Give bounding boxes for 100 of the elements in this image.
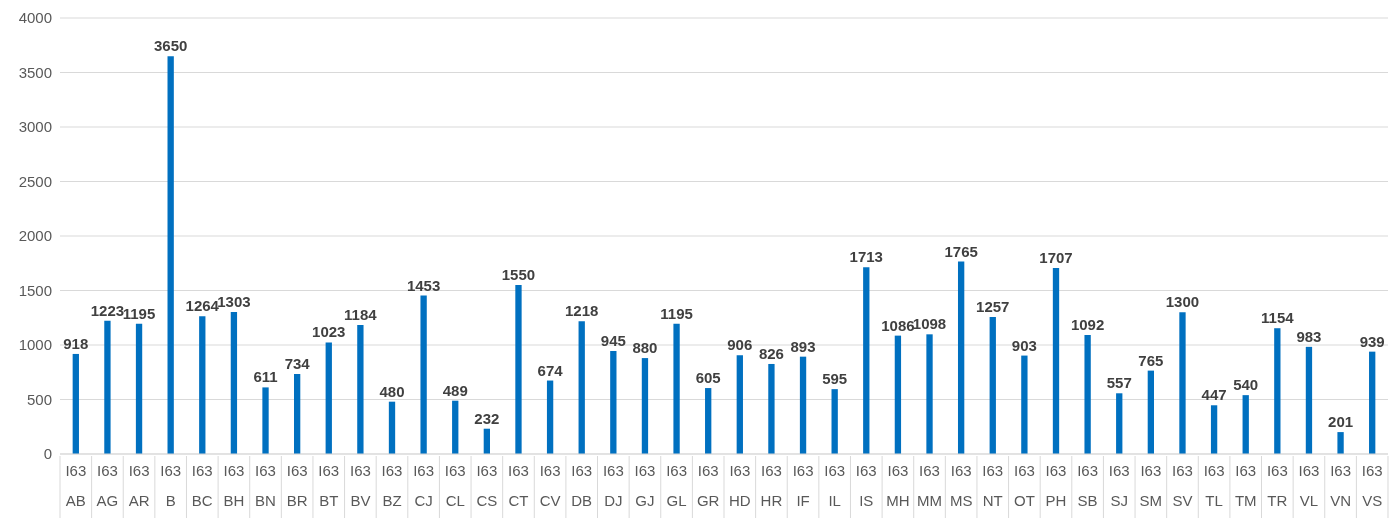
x-tick-label: I63 CT: [508, 462, 529, 509]
bar: [957, 261, 965, 454]
bar: [104, 320, 111, 454]
bar: [1337, 432, 1344, 454]
data-label: 765: [1138, 351, 1164, 369]
x-tick-label: I63 SM: [1139, 462, 1163, 509]
bar: [831, 389, 838, 454]
bar: [578, 321, 585, 454]
x-tick-label: I63 GJ: [634, 462, 656, 509]
bar: [1179, 312, 1186, 454]
y-tick-label: 500: [26, 390, 52, 408]
data-label: 1218: [565, 302, 599, 320]
bar: [1305, 346, 1313, 454]
bar: [72, 353, 79, 454]
bar: [1242, 395, 1249, 454]
y-tick-label: 4000: [18, 9, 52, 27]
x-tick-label: I63 BC: [191, 462, 213, 509]
x-tick-label: I63 MH: [886, 462, 910, 509]
bar: [135, 323, 143, 454]
data-label: 595: [822, 370, 848, 388]
data-label: 939: [1359, 332, 1385, 350]
bar: [1147, 370, 1155, 454]
x-tick-label: I63 BH: [223, 462, 245, 509]
data-label: 1086: [881, 316, 915, 334]
data-label: 201: [1328, 413, 1354, 431]
x-tick-label: I63 IS: [855, 462, 877, 509]
x-tick-label: I63 IF: [792, 462, 814, 509]
x-tick-label: I63 SB: [1077, 462, 1099, 509]
data-label: 903: [1011, 336, 1037, 354]
bar: [515, 285, 522, 454]
data-label: 918: [63, 334, 89, 352]
x-tick-label: I63 BR: [286, 462, 308, 509]
y-tick-label: 1500: [18, 281, 52, 299]
bar: [926, 334, 933, 454]
data-label: 1023: [312, 323, 346, 341]
x-tick-label: I63 AB: [65, 462, 87, 509]
x-tick-label: I63 MM: [917, 462, 943, 509]
x-tick-label: I63 CS: [476, 462, 498, 509]
bar: [673, 323, 680, 454]
x-tick-label: I63 B: [160, 462, 182, 509]
bar: [325, 342, 332, 454]
data-label: 1713: [849, 248, 883, 266]
data-label: 3650: [153, 37, 188, 55]
bar: [1084, 334, 1091, 454]
x-tick-label: I63 HR: [760, 462, 783, 509]
data-label: 1300: [1165, 293, 1200, 311]
x-tick-label: I63 TL: [1203, 462, 1225, 509]
data-label: 540: [1233, 376, 1259, 394]
y-tick-label: 3500: [18, 63, 52, 81]
data-label: 1707: [1039, 248, 1073, 266]
y-tick-label: 0: [43, 445, 52, 463]
bar: [262, 387, 269, 454]
y-tick-label: 2500: [18, 172, 52, 190]
x-tick-label: I63 MS: [949, 462, 973, 509]
x-tick-label: I63 VL: [1298, 462, 1320, 509]
x-tick-label: I63 NT: [982, 462, 1004, 509]
y-tick-label: 1000: [18, 336, 52, 354]
x-tick-label: I63 SV: [1172, 462, 1193, 509]
bar: [420, 295, 427, 454]
data-label: 983: [1296, 327, 1322, 345]
x-tick-label: I63 CV: [539, 462, 561, 509]
x-tick-label: I63 GR: [696, 462, 720, 509]
data-label: 1195: [122, 304, 156, 322]
data-label: 734: [284, 354, 311, 372]
x-tick-label: I63 VS: [1361, 462, 1383, 509]
bar: [167, 56, 174, 454]
x-tick-label: I63 CL: [444, 462, 466, 509]
bar: [1021, 355, 1028, 454]
data-label: 1550: [501, 266, 536, 284]
data-label: 1184: [344, 305, 378, 323]
data-label: 1765: [944, 242, 978, 260]
data-label: 893: [790, 337, 816, 355]
x-tick-label: I63 VN: [1330, 462, 1351, 509]
bar: [768, 363, 775, 454]
bar: [230, 311, 238, 454]
bar: [641, 358, 649, 454]
bar: [863, 267, 870, 454]
bar: [894, 335, 902, 454]
x-tick-label: I63 DJ: [602, 462, 624, 509]
data-label: 826: [758, 344, 784, 362]
x-tick-label: I63 PH: [1045, 462, 1067, 509]
x-tick-label: I63 DB: [571, 462, 593, 509]
x-tick-label: I63 AR: [128, 462, 150, 509]
bar: [1369, 351, 1376, 454]
bar: [452, 400, 459, 454]
data-label: 489: [442, 381, 468, 399]
x-tick-label: I63 AG: [96, 462, 119, 509]
data-label: 611: [253, 368, 278, 386]
bar: [357, 324, 364, 454]
x-tick-label: I63 GL: [666, 462, 687, 509]
data-label: 880: [632, 339, 658, 357]
bar: [1274, 328, 1281, 454]
data-label: 1092: [1070, 315, 1105, 333]
data-label: 1257: [976, 297, 1010, 315]
x-tick-label: I63 BT: [318, 462, 340, 509]
data-label: 1453: [406, 276, 441, 294]
x-tick-label: I63 OT: [1013, 462, 1035, 509]
bar: [293, 373, 301, 454]
bar: [1210, 405, 1218, 454]
y-tick-label: 3000: [18, 118, 52, 136]
